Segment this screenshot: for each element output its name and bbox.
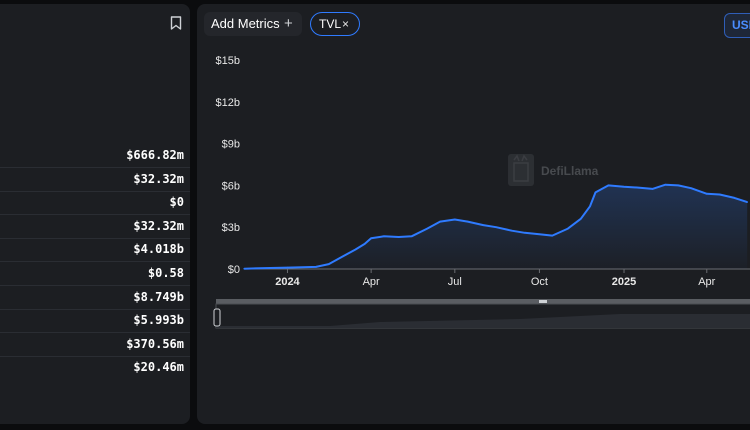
slider-grip-icon[interactable]	[539, 300, 547, 303]
tvl-data-point	[370, 237, 372, 240]
tvl-data-point	[328, 263, 330, 265]
x-tick-label: Jul	[448, 276, 462, 288]
tvl-data-point	[651, 188, 654, 190]
tvl-data-point	[538, 233, 541, 235]
tvl-data-point	[383, 235, 385, 238]
x-tick-label: 2024	[275, 276, 300, 288]
stat-value: $8.749b	[133, 290, 184, 304]
tvl-data-point	[363, 243, 366, 245]
tvl-data-point	[718, 193, 721, 196]
slider-preview	[216, 314, 750, 328]
stat-row: $0	[0, 191, 190, 215]
y-tick-label: $9b	[222, 139, 240, 151]
stat-value: $20.46m	[133, 360, 184, 374]
tvl-data-point	[426, 227, 429, 230]
tvl-data-point	[315, 266, 317, 268]
close-icon[interactable]: ×	[342, 17, 350, 31]
y-tick-label: $12b	[216, 97, 240, 109]
x-tick-label: Apr	[363, 276, 380, 288]
tvl-data-point	[439, 220, 441, 223]
defillama-watermark: DefiLlama	[508, 154, 599, 186]
tvl-data-point	[607, 184, 610, 187]
tvl-data-point	[482, 224, 485, 226]
stat-value: $0.58	[147, 266, 184, 280]
tvl-data-point	[495, 226, 498, 228]
stat-value: $666.82m	[126, 148, 184, 162]
tvl-data-point	[733, 197, 736, 199]
tvl-chip-label: TVL	[319, 17, 342, 31]
tvl-data-point	[410, 235, 413, 238]
tvl-metric-chip[interactable]: TVL ×	[310, 12, 360, 36]
tvl-area-fill	[244, 184, 748, 269]
tvl-data-point	[286, 266, 289, 269]
y-tick-label: $3b	[222, 222, 240, 234]
tvl-data-point	[243, 267, 245, 270]
watermark-text: DefiLlama	[541, 164, 599, 178]
stat-row: $32.32m	[0, 168, 190, 192]
tvl-data-point	[664, 183, 667, 186]
y-axis: $0 $3b $6b $9b $12b $15b	[216, 55, 240, 276]
tvl-data-point	[567, 227, 569, 230]
x-tick-label: 2025	[612, 276, 636, 288]
tvl-data-point	[580, 218, 582, 220]
y-tick-label: $0	[228, 264, 240, 276]
stat-row: $0.58	[0, 262, 190, 286]
stat-row: $666.82m	[0, 144, 190, 168]
tvl-data-point	[258, 267, 260, 270]
tvl-data-point	[636, 186, 638, 189]
tvl-data-point	[511, 229, 513, 232]
tvl-data-point	[523, 232, 526, 234]
tvl-data-point	[623, 186, 625, 188]
stat-value: $0	[169, 195, 184, 209]
currency-toggle-button[interactable]: USD	[724, 13, 750, 38]
stat-value: $4.018b	[133, 242, 184, 256]
stat-value: $32.32m	[133, 172, 184, 186]
tvl-data-point	[354, 248, 357, 251]
tvl-data-point	[397, 236, 400, 238]
tvl-data-point	[594, 191, 597, 194]
tvl-data-point	[589, 205, 591, 208]
bookmark-icon[interactable]	[170, 16, 182, 30]
stat-row: $4.018b	[0, 238, 190, 262]
tvl-data-point	[746, 201, 748, 203]
tvl-data-point	[690, 187, 692, 189]
plot-area	[243, 183, 748, 270]
stat-row: $5.993b	[0, 309, 190, 333]
tvl-data-point	[677, 184, 680, 187]
add-metrics-button[interactable]: Add Metrics +	[204, 12, 302, 36]
tvl-data-point	[551, 234, 554, 237]
tvl-data-point	[341, 255, 344, 258]
slider-left-handle[interactable]	[213, 308, 221, 327]
tvl-data-point	[454, 218, 456, 221]
stat-row: $8.749b	[0, 286, 190, 310]
tvl-data-point	[466, 220, 469, 223]
y-tick-label: $6b	[222, 180, 240, 192]
y-tick-label: $15b	[216, 55, 240, 67]
x-tick-label: Oct	[531, 276, 548, 288]
stat-row: $370.56m	[0, 333, 190, 357]
plus-icon: +	[284, 15, 293, 32]
stat-value: $32.32m	[133, 219, 184, 233]
range-slider[interactable]	[213, 299, 750, 329]
x-axis: 2024 Apr Jul Oct 2025 Apr	[247, 268, 750, 288]
slider-track-top[interactable]	[216, 299, 750, 304]
add-metrics-label: Add Metrics	[211, 16, 280, 31]
currency-label: USD	[732, 18, 750, 32]
stat-row: $32.32m	[0, 215, 190, 239]
stat-value: $370.56m	[126, 337, 184, 351]
stat-row: $20.46m	[0, 356, 190, 379]
x-tick-label: Apr	[698, 276, 715, 288]
stat-value: $5.993b	[133, 313, 184, 327]
tvl-data-point	[706, 193, 708, 195]
